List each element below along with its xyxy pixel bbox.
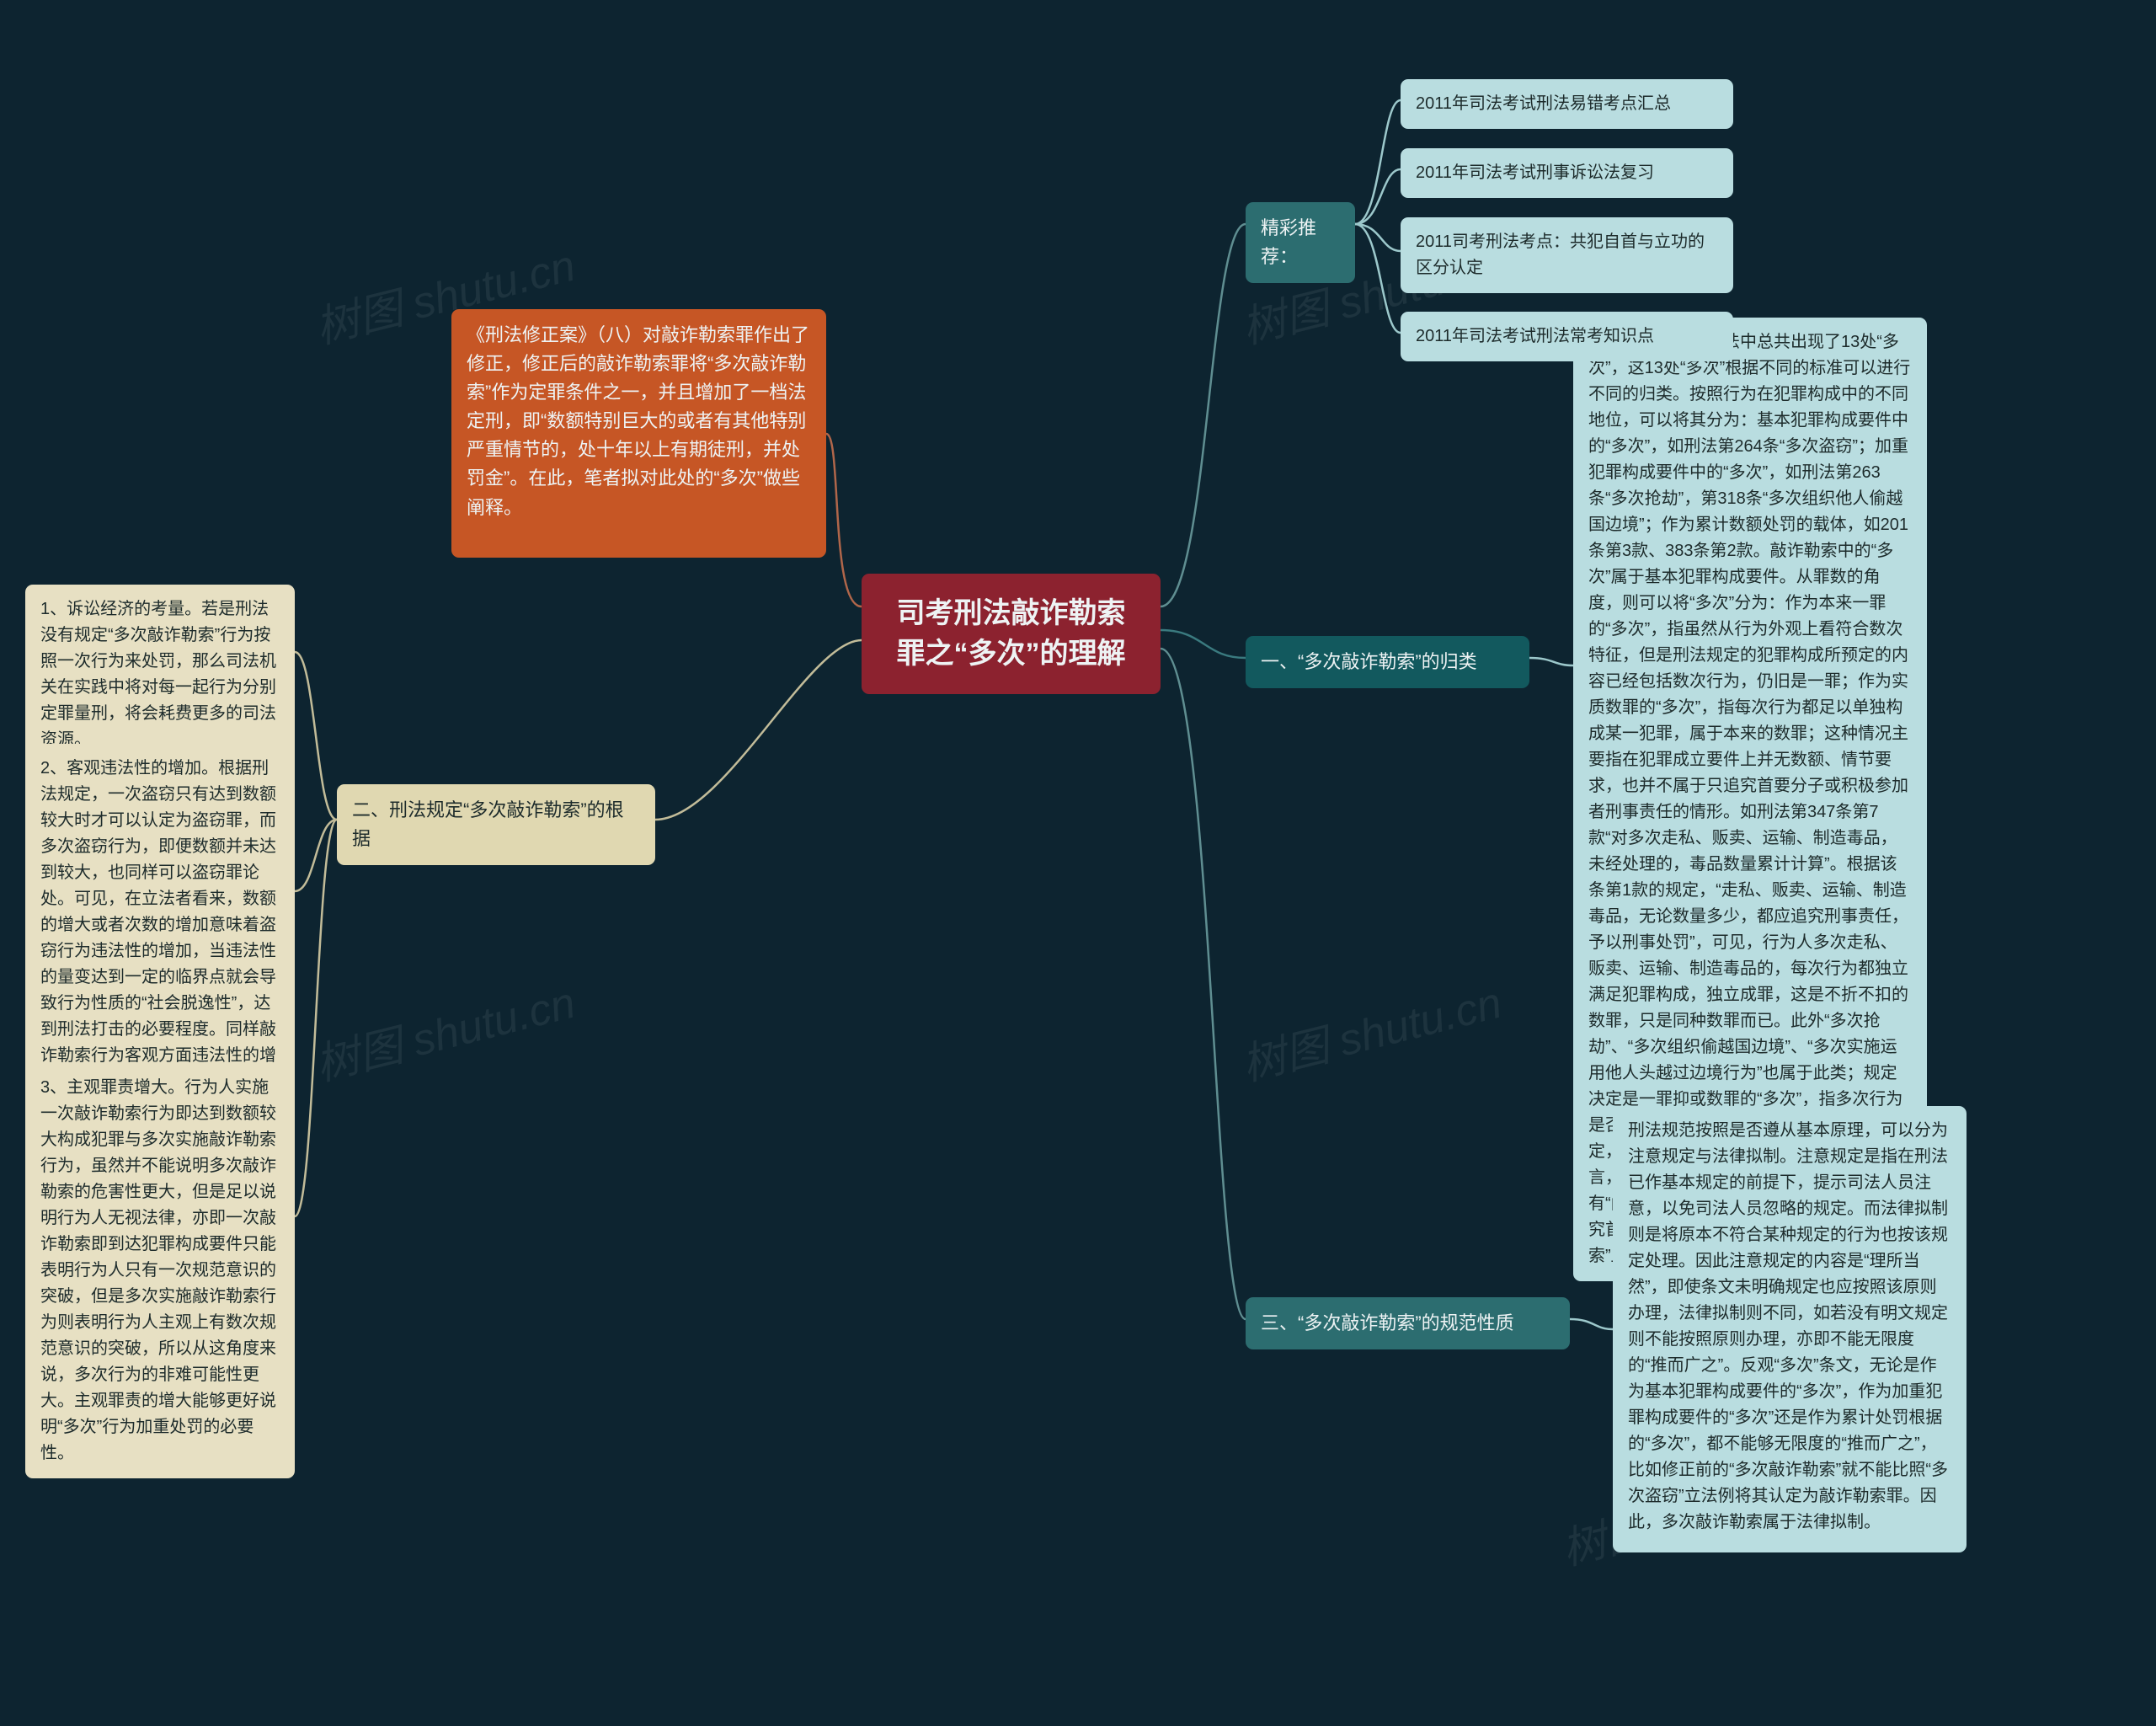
- conn-center-sec2: [655, 640, 862, 820]
- watermark: 树图 shutu.cn: [308, 967, 581, 1093]
- conn-rec-3: [1355, 224, 1401, 251]
- recommend-item-1[interactable]: 2011年司法考试刑法易错考点汇总: [1401, 79, 1733, 129]
- section2-leaf-1: 1、诉讼经济的考量。若是刑法没有规定“多次敲诈勒索”行为按照一次行为来处罚，那么…: [25, 585, 295, 765]
- watermark: 树图 shutu.cn: [1235, 967, 1508, 1093]
- conn-sec2-leaf3: [295, 820, 337, 1216]
- section3-body: 刑法规范按照是否遵从基本原理，可以分为注意规定与法律拟制。注意规定是指在刑法已作…: [1613, 1106, 1967, 1552]
- conn-sec1-body: [1529, 658, 1573, 665]
- section3-title[interactable]: 三、“多次敲诈勒索”的规范性质: [1246, 1297, 1570, 1349]
- recommend-item-2[interactable]: 2011年司法考试刑事诉讼法复习: [1401, 148, 1733, 198]
- conn-rec-1: [1355, 100, 1401, 224]
- conn-sec2-leaf1: [295, 652, 337, 820]
- section1-title[interactable]: 一、“多次敲诈勒索”的归类: [1246, 636, 1529, 688]
- conn-rec-4: [1355, 224, 1401, 333]
- conn-rec-2: [1355, 169, 1401, 224]
- conn-center-sec3: [1161, 649, 1246, 1319]
- conn-center-sec1: [1161, 630, 1246, 658]
- recommend-title[interactable]: 精彩推荐：: [1246, 202, 1355, 283]
- conn-sec2-leaf2: [295, 820, 337, 891]
- conn-sec3-body: [1570, 1319, 1613, 1329]
- recommend-item-4[interactable]: 2011年司法考试刑法常考知识点: [1401, 312, 1733, 361]
- recommend-item-3[interactable]: 2011司考刑法考点：共犯自首与立功的区分认定: [1401, 217, 1733, 293]
- section2-title[interactable]: 二、刑法规定“多次敲诈勒索”的根据: [337, 784, 655, 865]
- section2-leaf-3: 3、主观罪责增大。行为人实施一次敲诈勒索行为即达到数额较大构成犯罪与多次实施敲诈…: [25, 1063, 295, 1478]
- conn-center-intro: [826, 434, 862, 607]
- intro-node[interactable]: 《刑法修正案》（八）对敲诈勒索罪作出了修正，修正后的敲诈勒索罪将“多次敲诈勒索”…: [451, 309, 826, 558]
- root-node[interactable]: 司考刑法敲诈勒索罪之“多次”的理解: [862, 574, 1161, 694]
- conn-center-recommend: [1161, 224, 1246, 607]
